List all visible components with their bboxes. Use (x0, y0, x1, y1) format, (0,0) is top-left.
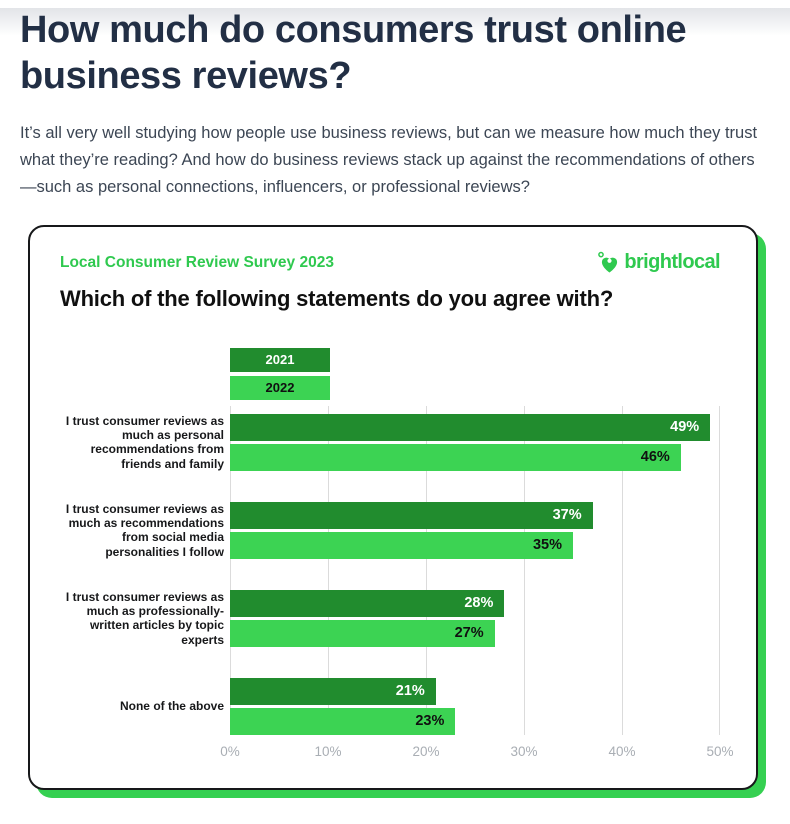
category-label: I trust consumer reviews as much as pers… (65, 414, 224, 471)
gridline-0 (230, 405, 231, 735)
bar-2022: 35% (230, 531, 573, 559)
category-label: I trust consumer reviews as much as prof… (65, 590, 224, 647)
gridline-30 (524, 405, 525, 735)
x-tick: 30% (510, 743, 538, 759)
x-tick: 50% (706, 743, 734, 759)
bar-chart: I trust consumer reviews as much as pers… (60, 405, 720, 735)
survey-label: Local Consumer Review Survey 2023 (60, 253, 334, 271)
survey-chart-card: Local Consumer Review Survey 2023 bright… (28, 224, 758, 790)
page-title-line1: How much do consumers trust online (20, 9, 687, 51)
bar-group-friends-family: I trust consumer reviews as much as pers… (60, 413, 720, 471)
bar-value-label: 23% (415, 713, 445, 730)
legend-item-2021: 2021 (230, 347, 330, 372)
bar-2021: 21% (230, 677, 436, 705)
bar-2021: 28% (230, 589, 505, 617)
bar-value-label: 28% (464, 595, 494, 612)
bar-2022: 46% (230, 443, 681, 471)
bar-value-label: 49% (670, 419, 700, 436)
card-header: Local Consumer Review Survey 2023 bright… (60, 251, 721, 275)
bar-2021: 37% (230, 501, 593, 529)
brightlocal-logo: brightlocal (597, 251, 721, 275)
x-tick: 20% (412, 743, 440, 759)
bar-value-label: 35% (532, 537, 562, 554)
gridline-10 (328, 405, 329, 735)
bar-pair: 21% 23% (230, 677, 720, 735)
x-axis: 0% 10% 20% 30% 40% 50% (220, 743, 733, 764)
bar-value-label: 27% (454, 625, 484, 642)
intro-paragraph: It’s all very well studying how people u… (20, 124, 758, 196)
chart-legend: 2021 2022 (230, 347, 720, 400)
bar-2022: 23% (230, 707, 456, 735)
bar-pair: 49% 46% (230, 413, 720, 471)
bar-group-professional-articles: I trust consumer reviews as much as prof… (60, 589, 720, 647)
bar-2022: 27% (230, 619, 495, 647)
x-tick: 0% (220, 743, 240, 759)
x-tick: 40% (608, 743, 636, 759)
page-title: How much do consumers trust online busin… (20, 8, 770, 99)
page-title-line2: business reviews? (20, 54, 352, 97)
bar-pair: 28% 27% (230, 589, 720, 647)
category-label: I trust consumer reviews as much as reco… (65, 502, 224, 559)
category-label: None of the above (119, 699, 224, 714)
gridline-20 (426, 405, 427, 735)
bar-value-label: 21% (395, 683, 425, 700)
bar-group-none: None of the above 21% 23% (60, 677, 720, 735)
bar-group-social-media: I trust consumer reviews as much as reco… (60, 501, 720, 559)
chart-title: Which of the following statements do you… (60, 285, 614, 311)
bar-2021: 49% (230, 413, 711, 441)
bar-value-label: 37% (552, 507, 582, 524)
brand-name: brightlocal (624, 251, 720, 274)
gridline-50 (719, 405, 720, 735)
gridlines (230, 405, 720, 735)
article-content: How much do consumers trust online busin… (0, 8, 790, 790)
bar-pair: 37% 35% (230, 501, 720, 559)
gridline-40 (622, 405, 623, 735)
legend-item-2022: 2022 (230, 375, 330, 400)
bar-value-label: 46% (640, 449, 670, 466)
heart-pin-icon (597, 251, 621, 275)
x-tick: 10% (314, 743, 342, 759)
